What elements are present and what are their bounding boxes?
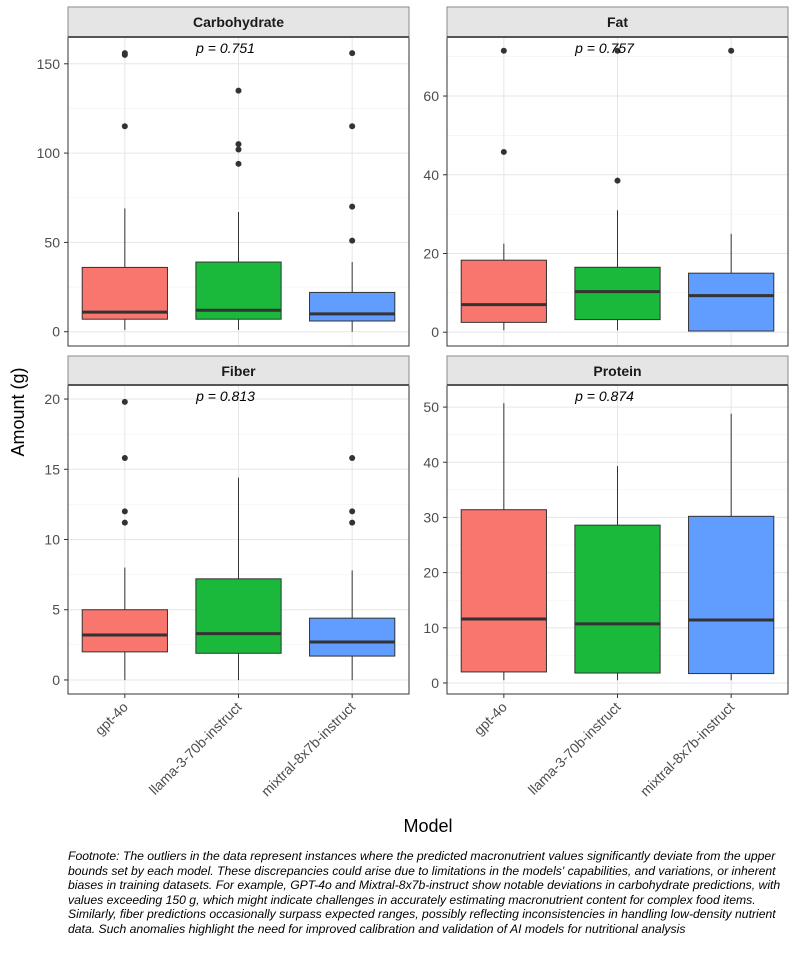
outlier-point (235, 160, 242, 167)
strip-background (446, 6, 789, 38)
y-tick-label: 0 (431, 324, 439, 340)
y-tick-label: 40 (423, 167, 439, 183)
strip-background (67, 355, 410, 386)
iqr-box (195, 578, 282, 654)
panel-fat: Fat p = 0.757 0 20 40 60 (423, 6, 789, 347)
iqr-box (309, 617, 396, 657)
iqr-box (81, 609, 168, 653)
footnote: Footnote: The outliers in the data repre… (68, 849, 781, 936)
y-tick-label: 30 (423, 509, 439, 525)
panel-carbohydrate: Carbohydrate p = 0.751 0 50 100 150 (37, 6, 410, 347)
panel-title: Protein (593, 363, 641, 379)
box-protein-gpt-4o (460, 403, 547, 681)
box-fiber-gpt-4o (81, 398, 168, 680)
box-protein-llama-3-70b-instruct (574, 466, 661, 681)
outlier-point (728, 47, 735, 54)
iqr-box (574, 524, 661, 674)
outlier-point (349, 50, 356, 57)
box-fat-mixtral-8x7b-instruct (688, 47, 775, 332)
panel-title: Carbohydrate (193, 14, 284, 30)
outlier-point (121, 508, 128, 515)
y-tick-label: 20 (44, 391, 60, 407)
iqr-box (688, 515, 775, 675)
outlier-point (121, 455, 128, 462)
y-axis-title: Amount (g) (8, 367, 28, 456)
p-value-label: p = 0.874 (574, 388, 634, 404)
outlier-point (349, 519, 356, 526)
y-tick-label: 50 (423, 399, 439, 415)
box-fat-llama-3-70b-instruct (574, 47, 661, 331)
outlier-point (349, 203, 356, 210)
outlier-point (500, 148, 507, 155)
box-fat-gpt-4o (460, 47, 547, 331)
y-tick-label: 0 (431, 675, 439, 691)
outlier-point (500, 47, 507, 54)
y-tick-label: 10 (44, 532, 60, 548)
y-tick-label: 15 (44, 461, 60, 477)
x-axis-title: Model (403, 816, 452, 836)
y-tick-label: 40 (423, 454, 439, 470)
panel-title: Fat (607, 14, 628, 30)
p-value-label: p = 0.757 (574, 40, 635, 56)
y-tick-label: 5 (52, 602, 60, 618)
x-tick-label: llama-3-70b-instruct (525, 699, 624, 798)
outlier-point (349, 123, 356, 130)
outlier-point (121, 50, 128, 57)
outlier-point (614, 47, 621, 54)
y-tick-label: 10 (423, 620, 439, 636)
outlier-point (349, 455, 356, 462)
box-protein-mixtral-8x7b-instruct (688, 413, 775, 681)
box-carbohydrate-llama-3-70b-instruct (195, 87, 282, 330)
box-carbohydrate-mixtral-8x7b-instruct (309, 50, 396, 332)
outlier-point (121, 123, 128, 130)
outlier-point (349, 237, 356, 244)
panel-title: Fiber (221, 363, 256, 379)
outlier-point (235, 146, 242, 153)
strip-background (67, 6, 410, 38)
x-tick-label: gpt-4o (92, 699, 132, 739)
x-tick-label: mixtral-8x7b-instruct (637, 699, 738, 800)
outlier-point (614, 177, 621, 184)
iqr-box (460, 259, 547, 323)
x-tick-label: llama-3-70b-instruct (146, 699, 245, 798)
y-tick-label: 0 (52, 324, 60, 340)
p-value-label: p = 0.751 (195, 40, 255, 56)
p-value-label: p = 0.813 (195, 388, 255, 404)
panel-protein: Protein p = 0.874 0 10 20 30 40 50 gpt-4o llama-3… (423, 355, 789, 800)
iqr-box (460, 509, 547, 673)
outlier-point (235, 87, 242, 94)
outlier-point (235, 141, 242, 148)
iqr-box (688, 272, 775, 332)
outlier-point (121, 519, 128, 526)
box-fiber-llama-3-70b-instruct (195, 477, 282, 680)
y-tick-label: 20 (423, 565, 439, 581)
outlier-point (349, 508, 356, 515)
y-tick-label: 50 (44, 234, 60, 250)
y-tick-label: 20 (423, 245, 439, 261)
y-tick-label: 60 (423, 88, 439, 104)
y-tick-label: 150 (37, 56, 61, 72)
iqr-box (574, 266, 661, 321)
y-tick-label: 0 (52, 672, 60, 688)
y-tick-label: 100 (37, 145, 61, 161)
iqr-box (309, 291, 396, 322)
x-tick-label: gpt-4o (471, 699, 511, 739)
box-fiber-mixtral-8x7b-instruct (309, 455, 396, 680)
x-tick-label: mixtral-8x7b-instruct (258, 699, 359, 800)
outlier-point (121, 398, 128, 405)
box-carbohydrate-gpt-4o (81, 50, 168, 330)
panel-fiber: Fiber p = 0.813 0 5 10 15 20 gpt-4o llama-3-70b-… (44, 355, 410, 800)
